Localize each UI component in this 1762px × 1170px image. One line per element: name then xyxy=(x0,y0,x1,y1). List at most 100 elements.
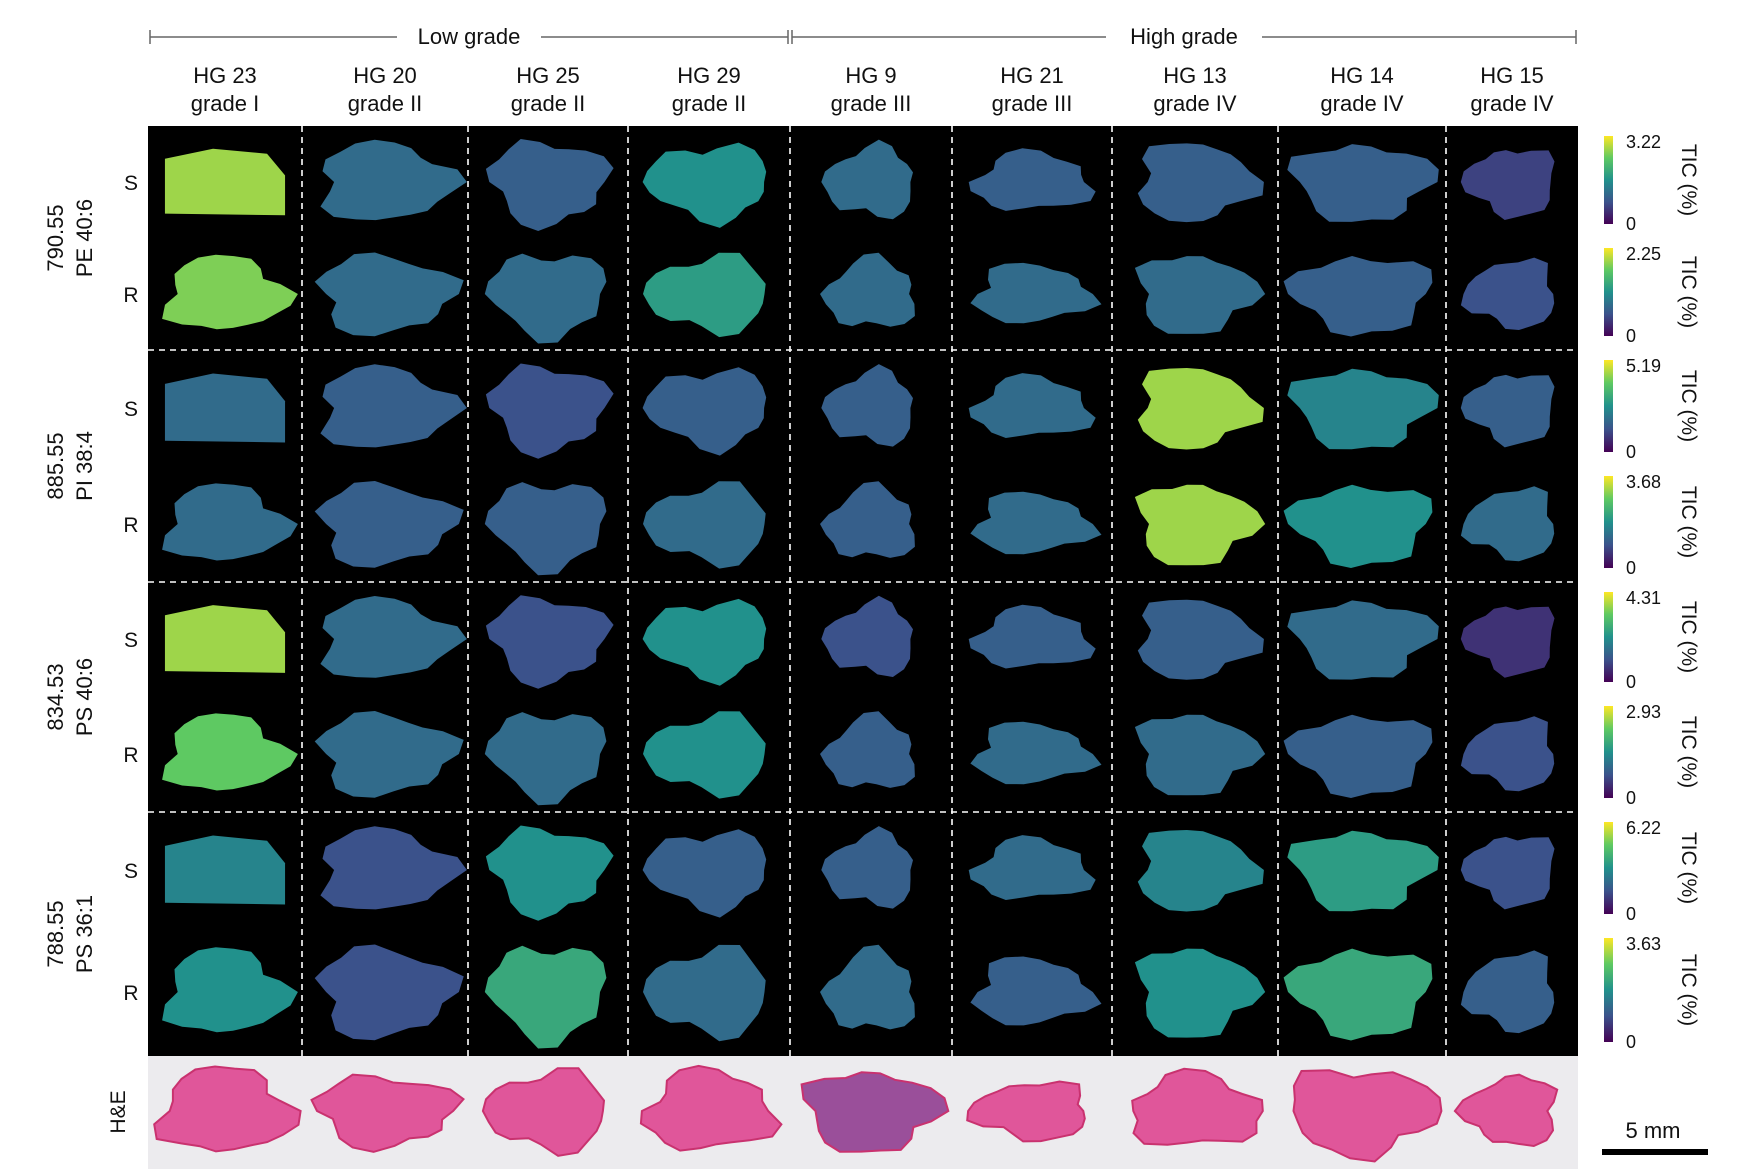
ion-image-hg14-r xyxy=(1283,256,1433,337)
ion-image-hg9-r xyxy=(820,944,915,1030)
sample-grade: grade II xyxy=(672,91,747,116)
ion-image-hg20-s xyxy=(320,596,467,678)
he-sections: H&E xyxy=(107,1064,1559,1163)
group-label: Low grade xyxy=(418,24,521,49)
ion-image-hg15-s xyxy=(1460,374,1555,448)
colorbar-unit: TIC (%) xyxy=(1677,954,1700,1026)
panel-dividers xyxy=(148,126,1578,1056)
ion-image-hg20-s xyxy=(320,139,467,221)
colorbar-max: 6.22 xyxy=(1626,818,1661,838)
sample-id: HG 15 xyxy=(1480,63,1544,88)
sample-id: HG 14 xyxy=(1330,63,1394,88)
sample-id: HG 29 xyxy=(677,63,741,88)
he-section-hg15 xyxy=(1453,1073,1559,1148)
he-section-hg9 xyxy=(800,1071,950,1153)
ion-image-hg9-s xyxy=(821,826,913,909)
ion-image-hg15-r xyxy=(1460,950,1555,1034)
ion-image-hg23-s xyxy=(164,605,286,673)
colorbar-unit: TIC (%) xyxy=(1677,716,1700,788)
colorbar-1: 2.25 0 TIC (%) xyxy=(1604,244,1700,346)
lipid-mz: 885.55 xyxy=(43,432,68,499)
ion-image-hg23-r xyxy=(162,713,298,791)
row-labels: 790.55 PE 40:6 S R 885.55 PI 38:4 S R 834.53 PS 4… xyxy=(43,172,139,1005)
ion-image-hg23-s xyxy=(164,373,286,443)
he-section-hg13 xyxy=(1131,1067,1264,1146)
ion-image-hg21-s xyxy=(968,604,1096,669)
section-label-s: S xyxy=(124,172,138,195)
colorbar-min: 0 xyxy=(1626,214,1636,234)
lipid-label-2: 834.53 PS 40:6 xyxy=(43,658,97,736)
sample-id: HG 20 xyxy=(353,63,417,88)
ion-image-hg29-s xyxy=(642,367,767,456)
ion-image-hg25-r xyxy=(484,253,607,344)
sample-grade: grade IV xyxy=(1470,91,1553,116)
lipid-mz: 790.55 xyxy=(43,204,68,271)
lipid-label-1: 885.55 PI 38:4 xyxy=(43,431,97,501)
ion-image-hg20-s xyxy=(320,364,467,448)
sample-grade: grade II xyxy=(511,91,586,116)
colorbar-unit: TIC (%) xyxy=(1677,144,1700,216)
sample-id: HG 23 xyxy=(193,63,257,88)
ion-image-hg20-r xyxy=(314,944,464,1041)
colorbar-min: 0 xyxy=(1626,672,1636,692)
sample-grade: grade III xyxy=(992,91,1073,116)
ion-image-hg29-s xyxy=(642,142,767,228)
ion-image-hg13-r xyxy=(1134,484,1266,566)
colorbar-gradient xyxy=(1604,822,1613,914)
he-section-hg23 xyxy=(153,1065,302,1153)
colorbar-max: 3.68 xyxy=(1626,472,1661,492)
ion-image-hg13-s xyxy=(1137,599,1264,680)
ion-image-hg15-s xyxy=(1460,150,1555,220)
colorbar-gradient xyxy=(1604,706,1613,798)
colorbar-min: 0 xyxy=(1626,558,1636,578)
section-label-s: S xyxy=(124,629,138,652)
ion-image-hg25-s xyxy=(485,363,614,459)
ion-image-hg13-s xyxy=(1137,830,1264,912)
ion-image-hg21-r xyxy=(970,956,1102,1026)
colorbar-3: 3.68 0 TIC (%) xyxy=(1604,472,1700,578)
he-section-hg29 xyxy=(639,1064,783,1152)
colorbar-min: 0 xyxy=(1626,904,1636,924)
ion-image-hg25-s xyxy=(485,595,614,689)
ion-image-hg29-r xyxy=(643,481,766,569)
he-label: H&E xyxy=(107,1090,130,1133)
section-label-s: S xyxy=(124,398,138,421)
colorbar-2: 5.19 0 TIC (%) xyxy=(1604,356,1700,462)
colorbar-max: 3.22 xyxy=(1626,132,1661,152)
colorbar-4: 4.31 0 TIC (%) xyxy=(1604,588,1700,692)
ion-image-hg13-s xyxy=(1137,368,1264,450)
section-label-r: R xyxy=(123,514,138,537)
ion-images xyxy=(162,139,1555,1049)
ion-image-hg14-s xyxy=(1287,830,1439,912)
ion-image-hg25-r xyxy=(484,945,607,1049)
ion-image-hg14-r xyxy=(1283,484,1433,568)
colorbar-gradient xyxy=(1604,938,1613,1042)
scale-bar: 5 mm xyxy=(1602,1118,1708,1155)
colorbar-6: 6.22 0 TIC (%) xyxy=(1604,818,1700,924)
section-label-r: R xyxy=(123,744,138,767)
ion-image-hg23-s xyxy=(164,148,286,216)
colorbar-unit: TIC (%) xyxy=(1677,832,1700,904)
ion-image-hg25-s xyxy=(485,139,614,231)
colorbar-max: 2.93 xyxy=(1626,702,1661,722)
ion-image-hg23-s xyxy=(164,835,286,905)
sample-grade: grade IV xyxy=(1320,91,1403,116)
lipid-label-3: 788.55 PS 36:1 xyxy=(43,895,97,973)
colorbar-unit: TIC (%) xyxy=(1677,370,1700,442)
ion-image-hg14-s xyxy=(1287,144,1439,222)
scale-bar-line xyxy=(1602,1149,1708,1155)
colorbar-0: 3.22 0 TIC (%) xyxy=(1604,132,1700,234)
ion-image-hg13-s xyxy=(1137,143,1264,223)
he-section-hg14 xyxy=(1292,1069,1443,1163)
ion-image-hg20-s xyxy=(320,826,467,910)
ion-image-hg23-r xyxy=(162,483,298,561)
lipid-name: PI 38:4 xyxy=(72,431,97,501)
lipid-name: PS 36:1 xyxy=(72,895,97,973)
ion-image-hg13-r xyxy=(1134,948,1266,1038)
he-section-hg21 xyxy=(966,1080,1086,1143)
ion-image-hg9-s xyxy=(821,595,913,677)
ion-image-hg9-r xyxy=(820,481,915,558)
colorbar-unit: TIC (%) xyxy=(1677,601,1700,673)
group-label: High grade xyxy=(1130,24,1238,49)
